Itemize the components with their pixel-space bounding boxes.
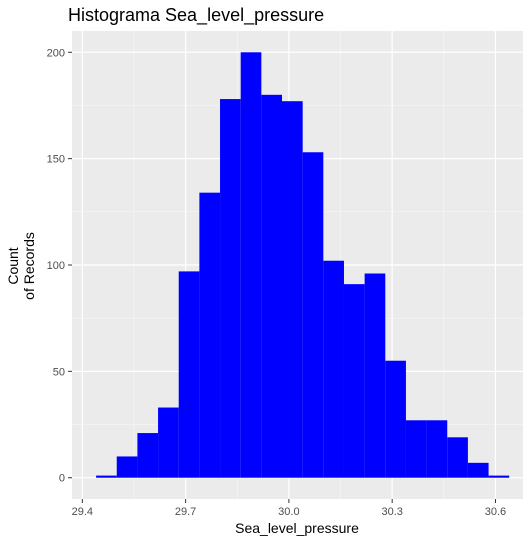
histogram-bar <box>447 437 468 478</box>
x-tick-label: 30.3 <box>381 506 402 518</box>
histogram-bar <box>199 192 221 478</box>
histogram-bar <box>323 260 344 478</box>
y-tick-label: 100 <box>47 260 65 272</box>
histogram-bar <box>220 99 241 478</box>
x-tick-label: 29.7 <box>175 506 196 518</box>
histogram-bar <box>96 475 117 478</box>
x-tick-label: 29.4 <box>72 506 93 518</box>
histogram-bar <box>261 94 283 478</box>
histogram-bar <box>467 462 489 478</box>
histogram-bar <box>282 101 303 478</box>
histogram-bar <box>116 456 138 478</box>
x-tick-label: 30.0 <box>278 506 299 518</box>
y-axis-title-line-1: Count <box>5 247 21 284</box>
y-tick-label: 50 <box>53 366 65 378</box>
histogram-bar <box>405 420 427 478</box>
histogram-bar <box>343 284 365 478</box>
histogram-bar <box>488 475 510 478</box>
histogram-bars <box>96 52 510 478</box>
histogram-bar <box>364 273 386 478</box>
y-tick-label: 0 <box>59 473 65 485</box>
histogram-bar <box>240 52 262 478</box>
histogram-bar <box>137 433 159 478</box>
histogram-bar <box>385 360 406 478</box>
chart-title: Histograma Sea_level_pressure <box>68 5 324 26</box>
y-tick-label: 200 <box>47 47 65 59</box>
x-axis-title: Sea_level_pressure <box>235 520 359 536</box>
y-axis-title: Count of Records <box>5 232 37 300</box>
x-tick-label: 30.6 <box>485 506 506 518</box>
y-axis-ticks: 0 50 100 150 200 <box>47 47 72 485</box>
x-axis-ticks: 29.4 29.7 30.0 30.3 30.6 <box>72 499 506 518</box>
histogram-bar <box>426 420 448 478</box>
histogram-bar <box>158 407 179 478</box>
y-tick-label: 150 <box>47 154 65 166</box>
histogram-bar <box>302 152 324 478</box>
histogram-bar <box>178 271 200 478</box>
y-axis-title-line-2: of Records <box>21 232 37 300</box>
